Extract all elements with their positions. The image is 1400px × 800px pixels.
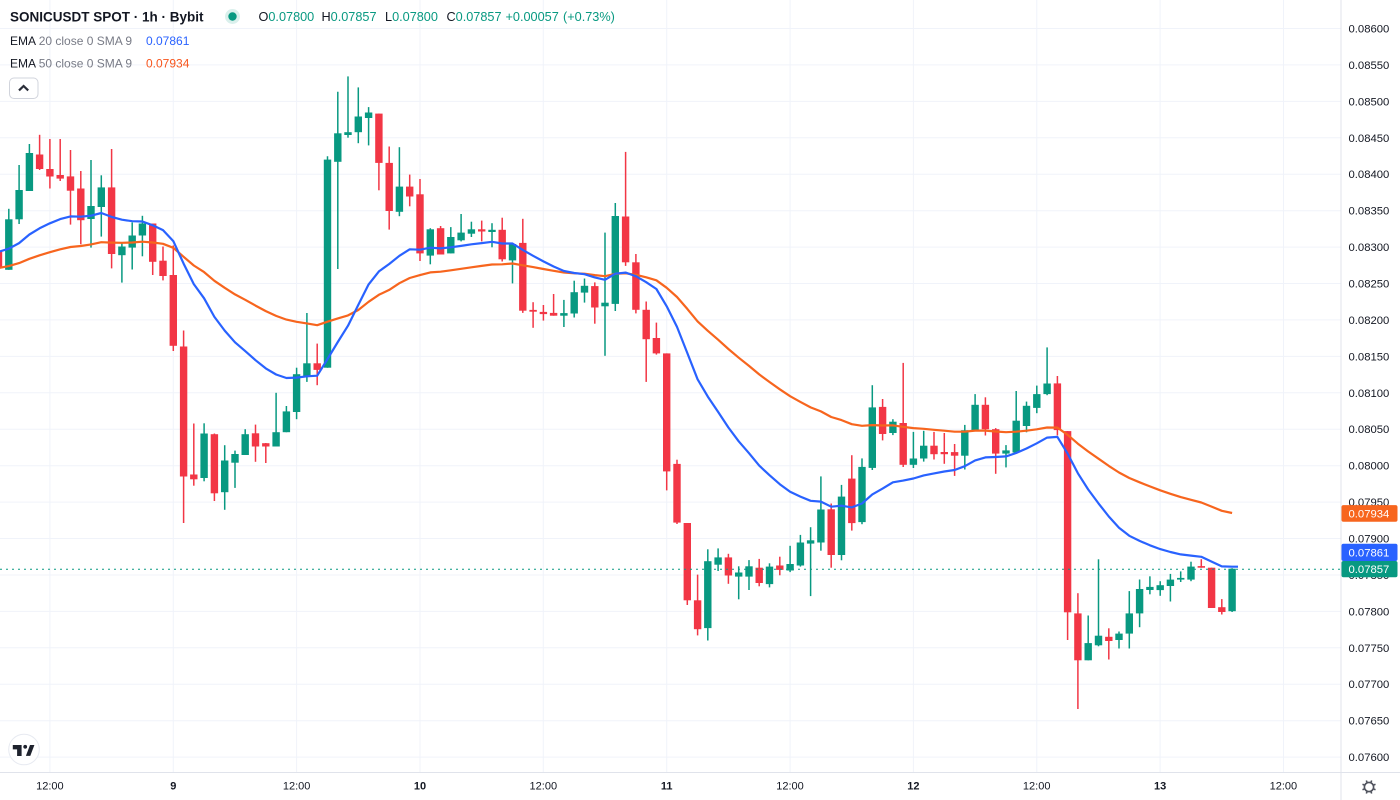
svg-text:0.07700: 0.07700 <box>1349 679 1390 691</box>
svg-text:12:00: 12:00 <box>283 781 311 793</box>
svg-text:12:00: 12:00 <box>36 781 64 793</box>
svg-text:O0.07800: O0.07800 <box>259 10 315 24</box>
svg-text:(+0.73%): (+0.73%) <box>563 10 615 24</box>
svg-text:12:00: 12:00 <box>1023 781 1051 793</box>
svg-text:0.08400: 0.08400 <box>1349 169 1390 181</box>
svg-text:0.07650: 0.07650 <box>1349 716 1390 728</box>
svg-text:SONICUSDT SPOT · 1h · Bybit: SONICUSDT SPOT · 1h · Bybit <box>10 10 204 25</box>
svg-text:0.07600: 0.07600 <box>1349 752 1390 764</box>
svg-text:0.07900: 0.07900 <box>1349 534 1390 546</box>
svg-text:0.07857: 0.07857 <box>1349 564 1390 576</box>
svg-text:0.07800: 0.07800 <box>1349 606 1390 618</box>
svg-text:0.08050: 0.08050 <box>1349 424 1390 436</box>
svg-text:0.08450: 0.08450 <box>1349 133 1390 145</box>
svg-text:0.07934: 0.07934 <box>146 57 190 71</box>
svg-text:0.08500: 0.08500 <box>1349 96 1390 108</box>
svg-text:0.08600: 0.08600 <box>1349 24 1390 36</box>
svg-text:11: 11 <box>661 781 673 793</box>
svg-text:12: 12 <box>907 781 919 793</box>
svg-text:12:00: 12:00 <box>1270 781 1298 793</box>
svg-text:0.08350: 0.08350 <box>1349 206 1390 218</box>
svg-text:9: 9 <box>170 781 176 793</box>
svg-text:0.08550: 0.08550 <box>1349 60 1390 72</box>
svg-text:0.07934: 0.07934 <box>1349 508 1390 520</box>
svg-text:C0.07857: C0.07857 <box>447 10 502 24</box>
svg-text:0.07861: 0.07861 <box>146 34 190 48</box>
svg-text:0.08200: 0.08200 <box>1349 315 1390 327</box>
svg-text:0.08100: 0.08100 <box>1349 388 1390 400</box>
svg-text:L0.07800: L0.07800 <box>385 10 438 24</box>
svg-text:EMA 20 close 0 SMA 9: EMA 20 close 0 SMA 9 <box>10 34 132 48</box>
svg-text:0.07750: 0.07750 <box>1349 643 1390 655</box>
svg-text:0.07861: 0.07861 <box>1349 547 1390 559</box>
svg-text:+0.00057: +0.00057 <box>506 10 559 24</box>
svg-text:12:00: 12:00 <box>530 781 558 793</box>
svg-text:0.08300: 0.08300 <box>1349 242 1390 254</box>
svg-text:H0.07857: H0.07857 <box>322 10 377 24</box>
svg-text:0.08150: 0.08150 <box>1349 351 1390 363</box>
svg-text:EMA 50 close 0 SMA 9: EMA 50 close 0 SMA 9 <box>10 57 132 71</box>
svg-text:0.08250: 0.08250 <box>1349 279 1390 291</box>
svg-text:12:00: 12:00 <box>776 781 804 793</box>
svg-text:0.08000: 0.08000 <box>1349 461 1390 473</box>
svg-text:13: 13 <box>1154 781 1166 793</box>
svg-text:10: 10 <box>414 781 426 793</box>
